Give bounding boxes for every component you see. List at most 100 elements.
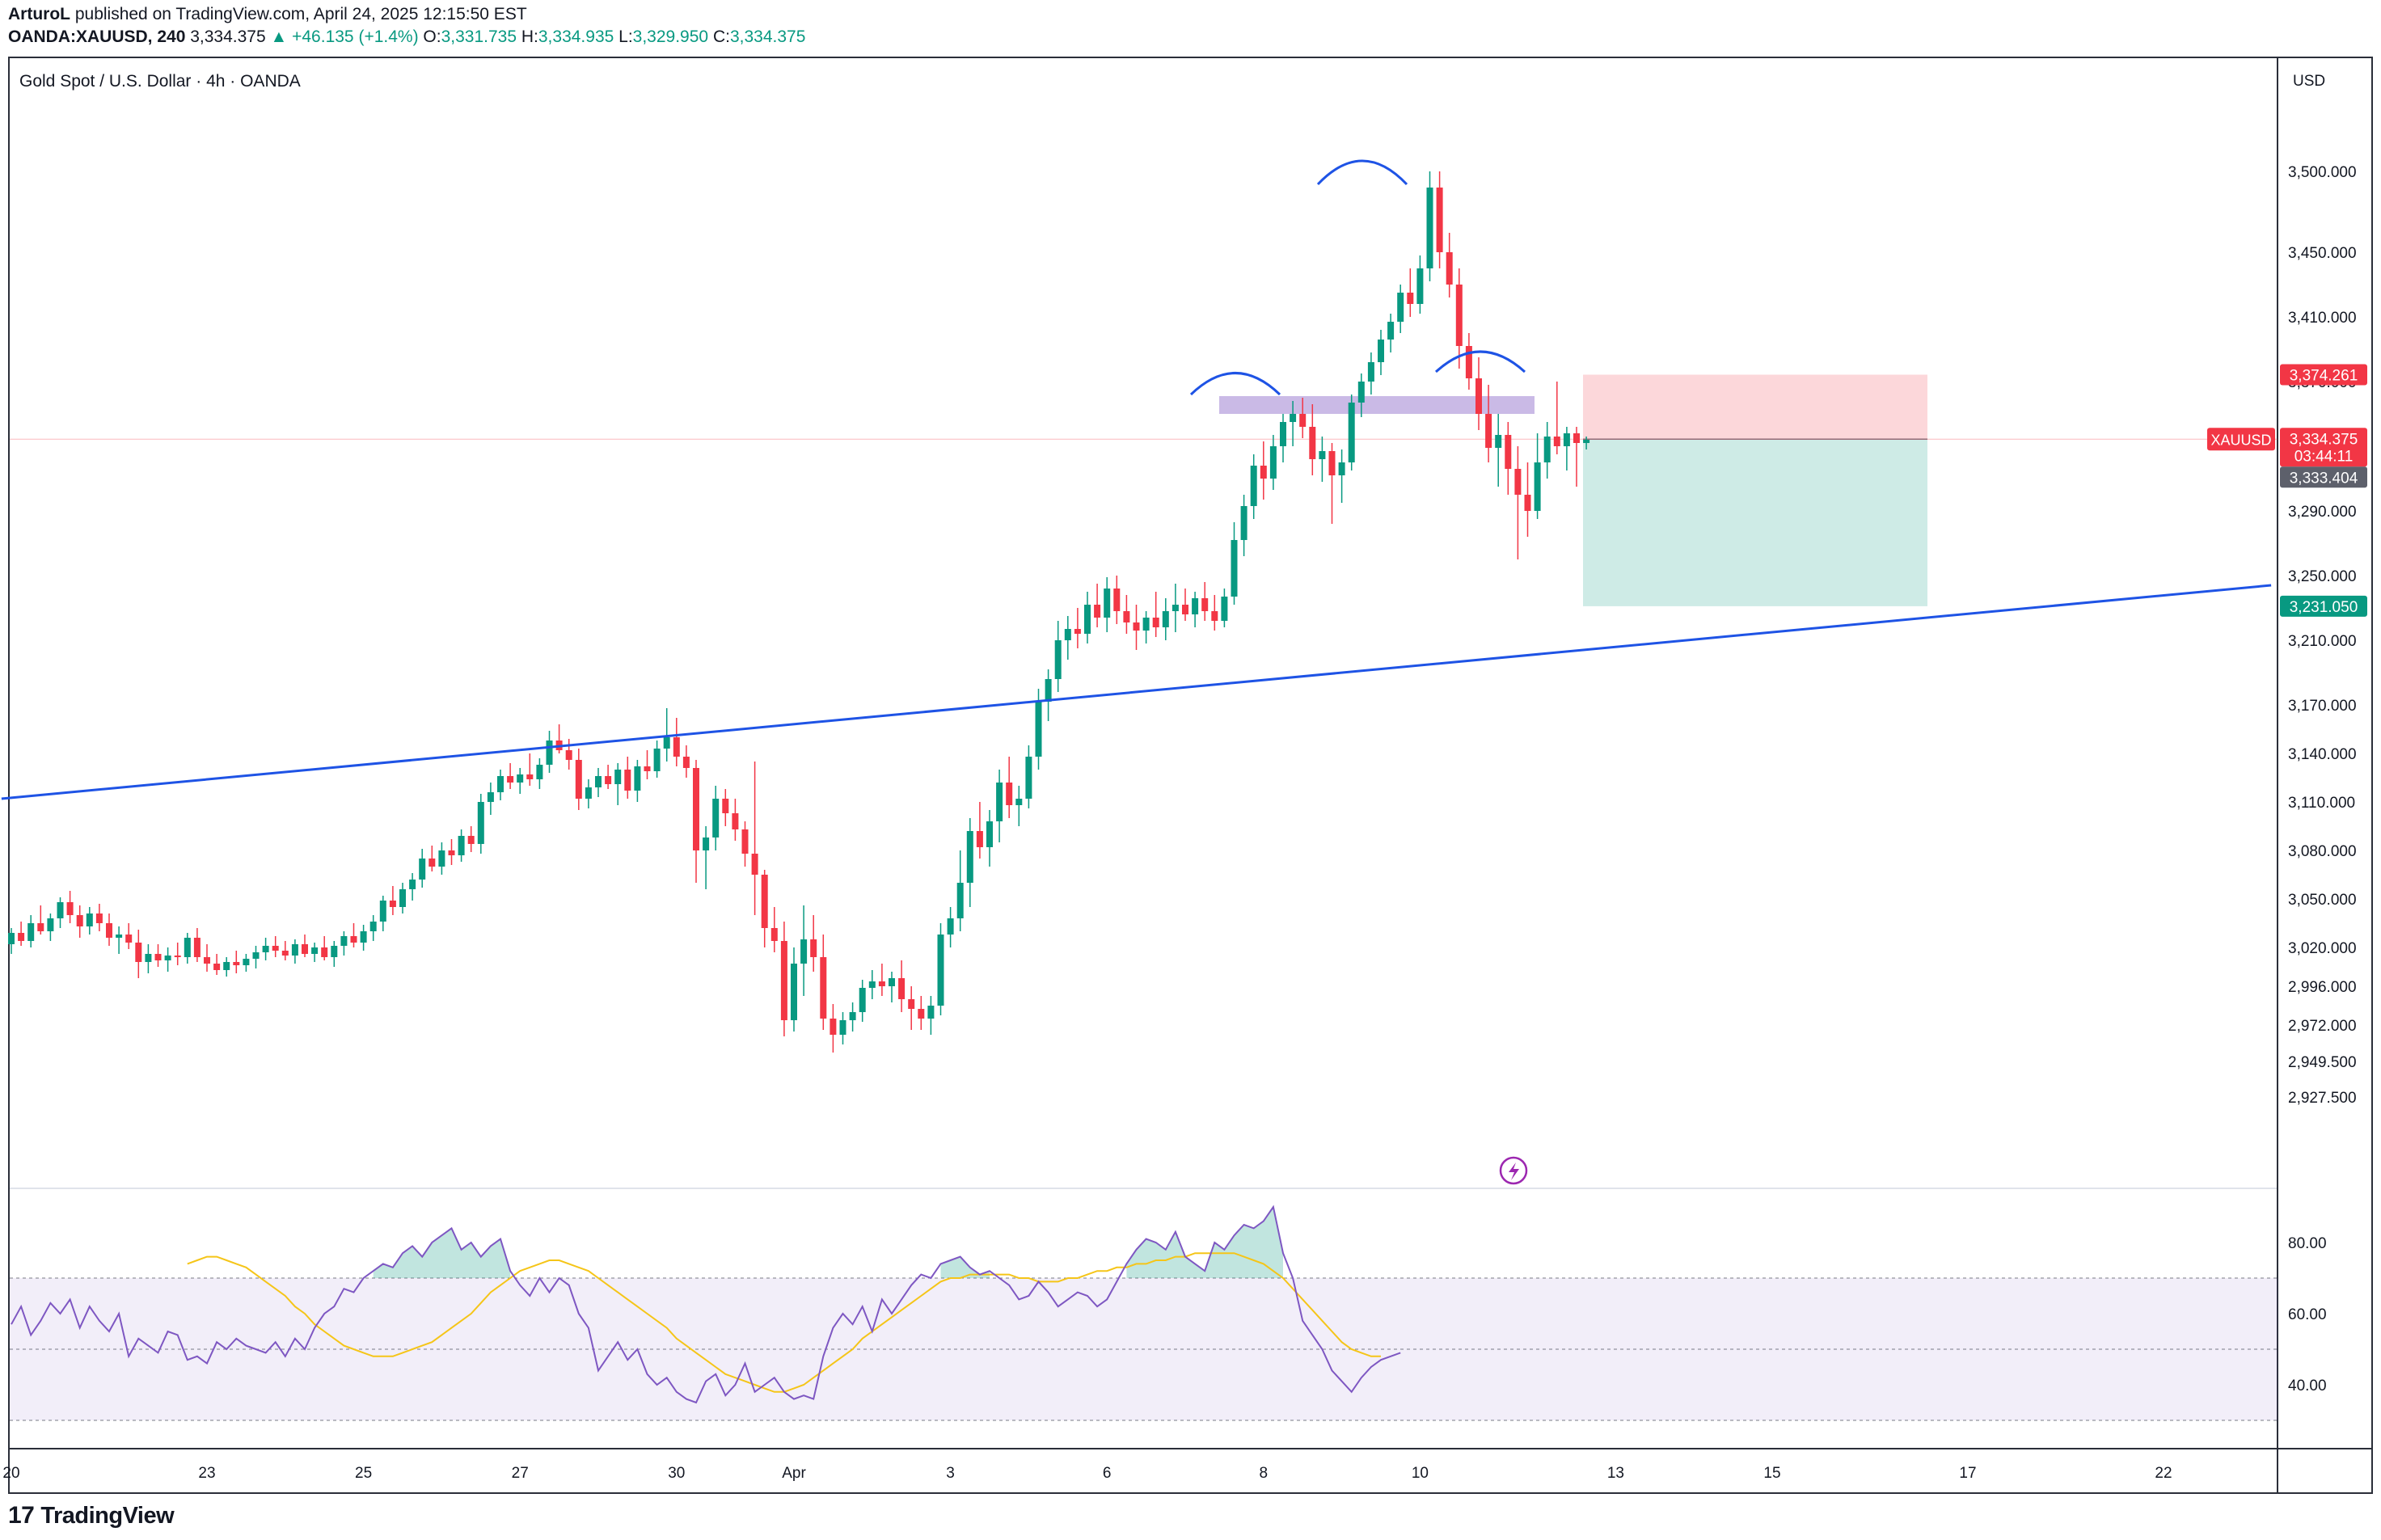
stop-loss-zone <box>1583 374 1927 440</box>
price-tick-label: 3,020.000 <box>2288 940 2357 957</box>
candle-body <box>898 978 906 999</box>
candle-body <box>340 936 348 946</box>
last-price-label: 3,334.375 <box>2290 431 2358 448</box>
candle-body <box>947 918 954 935</box>
take-profit-zone <box>1583 439 1927 606</box>
candle-body <box>47 918 54 931</box>
candle-body <box>663 737 670 749</box>
candle-body <box>57 902 64 918</box>
candle-body <box>956 883 964 918</box>
candle-body <box>810 939 817 957</box>
candle-body <box>1269 446 1277 479</box>
candle-body <box>428 859 436 867</box>
price-tick-label: 3,500.000 <box>2288 164 2357 181</box>
publish-info: ArturoL published on TradingView.com, Ap… <box>8 5 527 24</box>
candle-body <box>291 944 298 956</box>
candle-body <box>605 776 612 784</box>
chart-title: Gold Spot / U.S. Dollar · 4h · OANDA <box>19 72 301 91</box>
candle-body <box>751 854 758 875</box>
candle-body <box>820 957 827 1019</box>
candle-body <box>76 915 83 926</box>
price-change: ▲ +46.135 (+1.4%) <box>270 27 419 46</box>
candle-body <box>1290 414 1297 422</box>
candle-body <box>1172 605 1179 611</box>
author-name[interactable]: ArturoL <box>8 5 70 23</box>
candle-body <box>722 799 729 813</box>
candle-body <box>1436 188 1443 252</box>
price-tick-label: 2,949.500 <box>2288 1054 2357 1071</box>
candle-body <box>996 783 1003 821</box>
ohlc-line: OANDA:XAUUSD, 240 3,334.375 ▲ +46.135 (+… <box>8 27 805 47</box>
candle-body <box>497 776 504 792</box>
candle-body <box>243 959 250 965</box>
candle-body <box>1162 611 1169 627</box>
candle-body <box>448 850 455 855</box>
candle-body <box>839 1020 846 1035</box>
candle-body <box>634 766 641 791</box>
stop-price-label: 3,374.261 <box>2290 367 2358 384</box>
candle-body <box>116 935 123 938</box>
panes <box>10 58 2373 1492</box>
candle-body <box>223 962 230 970</box>
price-tick-label: 3,210.000 <box>2288 633 2357 650</box>
tradingview-footer[interactable]: 17 TradingView <box>8 1502 175 1529</box>
publish-text: published on TradingView.com, April 24, … <box>70 5 527 23</box>
candle-body <box>1045 679 1052 702</box>
last-price: 3,334.375 <box>190 27 266 46</box>
time-tick-label: 23 <box>198 1465 215 1482</box>
candle-body <box>526 774 534 779</box>
resistance-zone <box>1219 396 1535 414</box>
candle-body <box>1221 597 1228 621</box>
candle-body <box>859 988 866 1012</box>
candle-body <box>1133 622 1140 631</box>
symbol-badge <box>2207 428 2275 451</box>
candle-body <box>1583 440 1590 443</box>
candle-body <box>1231 540 1238 597</box>
candle-body <box>18 933 25 941</box>
candle-body <box>1299 414 1307 427</box>
time-tick-label: 8 <box>1260 1465 1269 1482</box>
candle-body <box>1211 611 1218 621</box>
candle-body <box>164 956 171 960</box>
candle-body <box>1348 403 1355 462</box>
candle-body <box>1446 252 1453 285</box>
candle-body <box>849 1012 856 1020</box>
overlays-back <box>10 374 2278 606</box>
candle-body <box>1192 598 1199 614</box>
candle-body <box>1573 433 1580 443</box>
target-price-badge <box>2280 595 2367 617</box>
candle-body <box>467 836 475 844</box>
candle-body <box>565 750 572 760</box>
avg-price-label: 3,333.404 <box>2290 470 2358 487</box>
candle-body <box>761 875 768 928</box>
price-tick-label: 3,110.000 <box>2288 795 2355 812</box>
close-label: C: <box>712 27 730 46</box>
candle-body <box>1152 618 1159 627</box>
price-tick-label: 2,972.000 <box>2288 1018 2357 1035</box>
candle-body <box>1426 188 1433 268</box>
candle-body <box>1250 466 1257 506</box>
avg-price-badge <box>2280 466 2367 488</box>
candle-body <box>1142 618 1150 631</box>
time-tick-label: 13 <box>1607 1465 1624 1482</box>
price-tick-label: 3,080.000 <box>2288 843 2357 860</box>
candle-body <box>1240 506 1247 540</box>
candle-body <box>369 922 377 931</box>
candle-body <box>653 749 661 771</box>
rsi-pane <box>10 1205 2278 1421</box>
candle-body <box>868 981 876 988</box>
price-tick-label: 3,140.000 <box>2288 746 2357 763</box>
candle-body <box>106 923 112 938</box>
time-tick-label: 20 <box>2 1465 19 1482</box>
candle-body <box>546 740 553 765</box>
candle-body <box>918 1009 925 1019</box>
candle-body <box>302 944 308 954</box>
candles <box>8 171 1590 1053</box>
symbol-line: OANDA:XAUUSD, 240 <box>8 27 186 46</box>
open-label: O: <box>423 27 441 46</box>
price-tick-label: 3,290.000 <box>2288 504 2357 521</box>
candle-body <box>272 946 279 951</box>
candle-body <box>1563 433 1570 446</box>
last-price-badge <box>2280 428 2367 467</box>
